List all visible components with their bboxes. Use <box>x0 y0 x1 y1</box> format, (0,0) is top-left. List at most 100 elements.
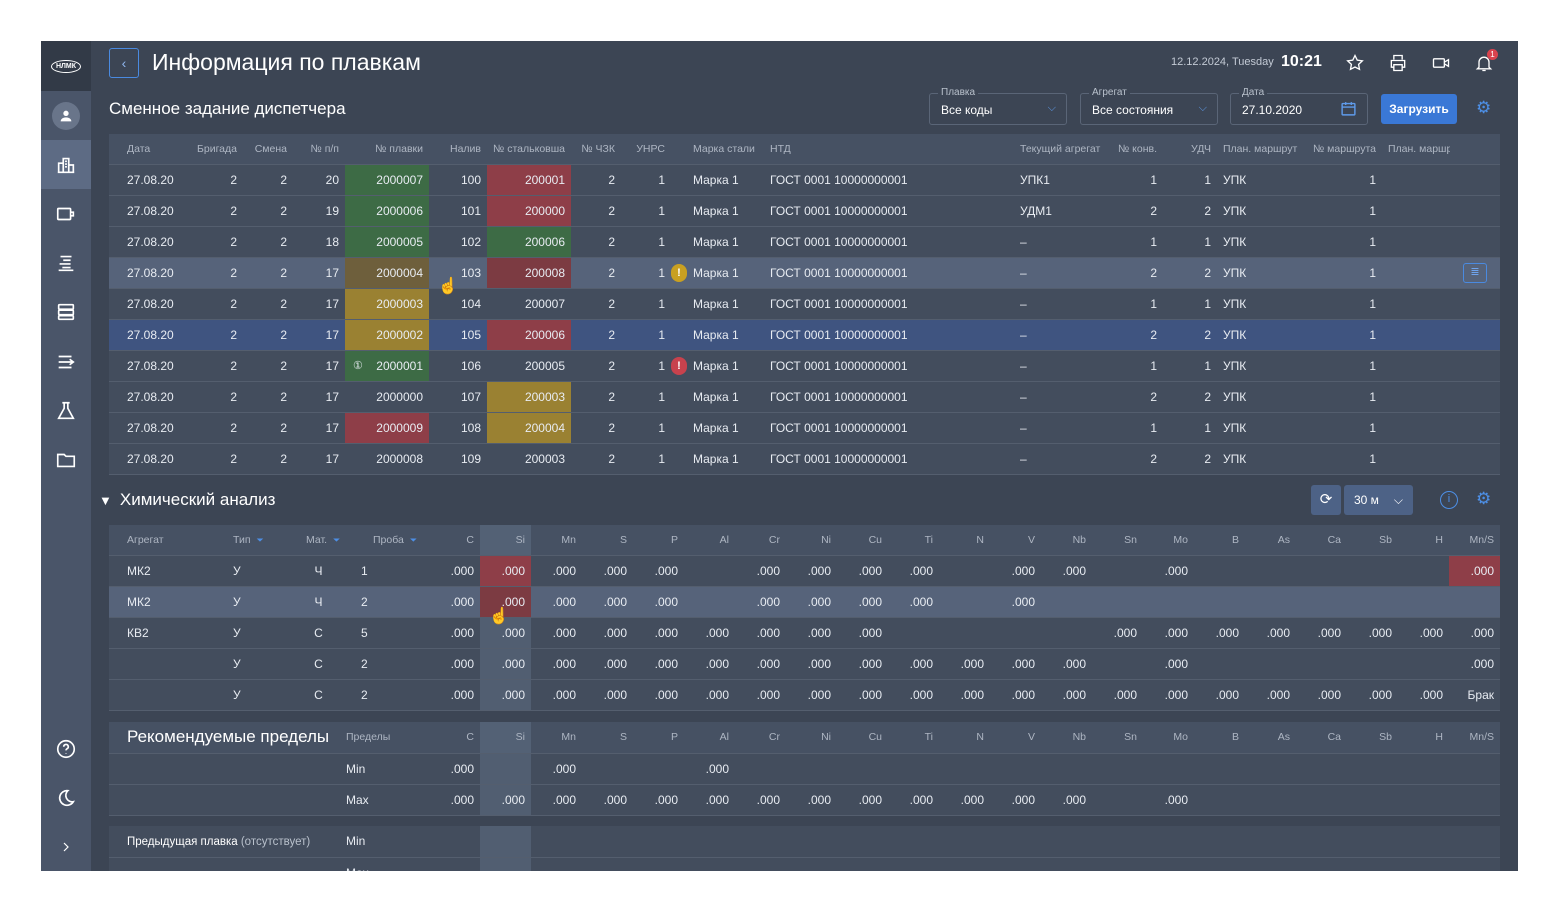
table-cell: УПК <box>1217 350 1300 382</box>
table-row[interactable]: 27.08.20 2 2 17 2000000 107 200003 2 1 Марка 1 ГОС… <box>109 381 1500 413</box>
favorite-button[interactable] <box>1345 53 1365 73</box>
heat-filter-select[interactable]: Плавка Все коды ⌵ <box>929 87 1067 125</box>
chem-row[interactable]: У С 2.000.000.000.000.000.000.000.000.000.… <box>109 679 1500 711</box>
table-row[interactable]: 27.08.20 2 2 17 2000008 109 200003 2 1 Марка 1 ГОС… <box>109 443 1500 475</box>
table-cell: 2000003 <box>345 288 429 320</box>
element-value <box>939 586 990 618</box>
table-cell: Марка 1 <box>687 319 764 351</box>
table-row[interactable]: 27.08.20 2 2 20 2000007 100 200001 2 1 Марка 1 ГОС… <box>109 164 1500 196</box>
document-button[interactable]: ≣ <box>1463 262 1487 283</box>
video-button[interactable] <box>1431 53 1451 73</box>
expand-sidebar-button[interactable] <box>41 822 91 871</box>
limit-value <box>990 753 1041 785</box>
column-header: Бригада <box>187 134 243 165</box>
element-value: .000 <box>1398 679 1449 711</box>
element-value: .000 <box>1347 679 1398 711</box>
chem-row[interactable]: МК2 У Ч 1.000.000.000.000.000.000.000.000.0… <box>109 555 1500 587</box>
empty-cell <box>786 857 837 871</box>
table-cell: 2 <box>1163 381 1217 413</box>
table-row[interactable]: 27.08.20 2 2 17 2000003 104 200007 2 1 Марка 1 ГОС… <box>109 288 1500 320</box>
calendar-icon[interactable] <box>1340 100 1357 120</box>
chem-row[interactable]: МК2 У Ч 2.000.000.000.000.000.000.000.000.0… <box>109 586 1500 618</box>
theme-toggle[interactable] <box>41 773 91 822</box>
table-row[interactable]: 27.08.20 2 2 19 2000006 101 200000 2 1 Марка 1 ГОС… <box>109 195 1500 227</box>
help-button[interactable] <box>41 724 91 773</box>
chem-row[interactable]: У С 2.000.000.000.000.000.000.000.000.000.… <box>109 648 1500 680</box>
table-cell: ! <box>671 257 687 289</box>
row-action-cell <box>1450 443 1500 475</box>
empty-cell <box>1449 857 1500 871</box>
sidebar-item-schedule[interactable] <box>41 238 91 287</box>
notifications-button[interactable]: 1 <box>1474 49 1498 73</box>
table-row[interactable]: 27.08.20 2 2 18 2000005 102 200006 2 1 Марка 1 ГОС… <box>109 226 1500 258</box>
table-row[interactable]: 27.08.20 2 2 17 2000009 108 200004 2 1 Марка 1 ГОС… <box>109 412 1500 444</box>
element-header: S <box>582 525 633 556</box>
table-cell: 1 <box>621 288 671 320</box>
chem-cell: С <box>288 617 355 649</box>
table-cell: 27.08.20 <box>109 319 187 351</box>
table-cell: 102 <box>429 226 487 258</box>
empty-cell <box>1347 826 1398 858</box>
info-button[interactable]: i <box>1440 491 1458 509</box>
table-cell: 27.08.20 <box>109 443 187 475</box>
filter-icon[interactable]: ⏷ <box>256 534 264 545</box>
chem-settings-button[interactable]: ⚙ <box>1476 489 1491 509</box>
table-row[interactable]: 27.08.20 2 2 17 2000002 105 200006 2 1 Марка 1 ГОС… <box>109 319 1500 351</box>
refresh-button[interactable]: ⟳ <box>1311 485 1341 515</box>
shift-settings-button[interactable]: ⚙ <box>1476 98 1491 118</box>
row-action-cell <box>1450 381 1500 413</box>
sidebar-item-list[interactable] <box>41 287 91 336</box>
element-header: Mo <box>1143 722 1194 754</box>
chem-section-toggle[interactable]: ▼ Химический анализ <box>99 490 276 509</box>
sidebar-item-route[interactable] <box>41 337 91 386</box>
element-header: B <box>1194 722 1245 754</box>
filter-icon[interactable]: ⏷ <box>409 534 418 545</box>
limit-value <box>888 753 939 785</box>
empty-cell <box>429 857 480 871</box>
avatar-button[interactable] <box>41 91 91 140</box>
column-header[interactable]: Проба ⏷ <box>355 525 429 556</box>
sidebar-item-files[interactable] <box>41 435 91 484</box>
table-cell: 1 <box>1110 164 1163 196</box>
table-row[interactable]: 27.08.20 2 2 17 2000004 103 200008 2 1! Марка 1 ГО… <box>109 257 1500 289</box>
limit-value <box>786 753 837 785</box>
print-button[interactable] <box>1388 53 1408 73</box>
table-cell: 200006 <box>487 226 571 258</box>
table-cell: 200008 <box>487 257 571 289</box>
refresh-period-select[interactable]: 30 м ⌵ <box>1344 485 1413 515</box>
unit-filter-select[interactable]: Агрегат Все состояния ⌵ <box>1080 87 1218 125</box>
table-cell: 2 <box>187 226 243 258</box>
element-value: .000 <box>633 648 684 680</box>
element-value: .000 <box>735 555 786 587</box>
element-value: .000 <box>1449 648 1500 680</box>
date-field[interactable]: Дата 27.10.2020 <box>1230 87 1368 125</box>
element-value <box>1398 555 1449 587</box>
load-button[interactable]: Загрузить <box>1381 94 1457 124</box>
column-header[interactable]: Мат. ⏷ <box>288 525 355 556</box>
limit-value <box>1245 753 1296 785</box>
table-cell: 1 <box>1300 412 1382 444</box>
table-cell: 1 <box>1110 412 1163 444</box>
sidebar-item-factory[interactable] <box>41 140 91 189</box>
sidebar-item-lab[interactable] <box>41 386 91 435</box>
table-cell: 2000006 <box>345 195 429 227</box>
filter-icon[interactable]: ⏷ <box>333 534 341 545</box>
sidebar-item-video[interactable] <box>41 189 91 238</box>
table-cell: УПК <box>1217 288 1300 320</box>
element-header: V <box>990 722 1041 754</box>
factory-icon <box>57 157 75 173</box>
page-title: Информация по плавкам <box>152 49 421 75</box>
table-cell: 2 <box>571 443 621 475</box>
column-header[interactable]: Тип ⏷ <box>215 525 288 556</box>
previous-label-cell <box>109 857 340 871</box>
element-value: .000 <box>888 555 939 587</box>
chem-row[interactable]: КВ2 У С 5.000.000.000.000.000.000.000.000.0… <box>109 617 1500 649</box>
table-cell: Марка 1 <box>687 412 764 444</box>
element-value <box>684 586 735 618</box>
table-cell: 2 <box>1163 195 1217 227</box>
table-cell: 1 <box>621 350 671 382</box>
back-button[interactable]: ‹ <box>109 48 139 78</box>
element-value: .000 <box>480 586 531 618</box>
chevron-left-icon: ‹ <box>121 55 127 71</box>
